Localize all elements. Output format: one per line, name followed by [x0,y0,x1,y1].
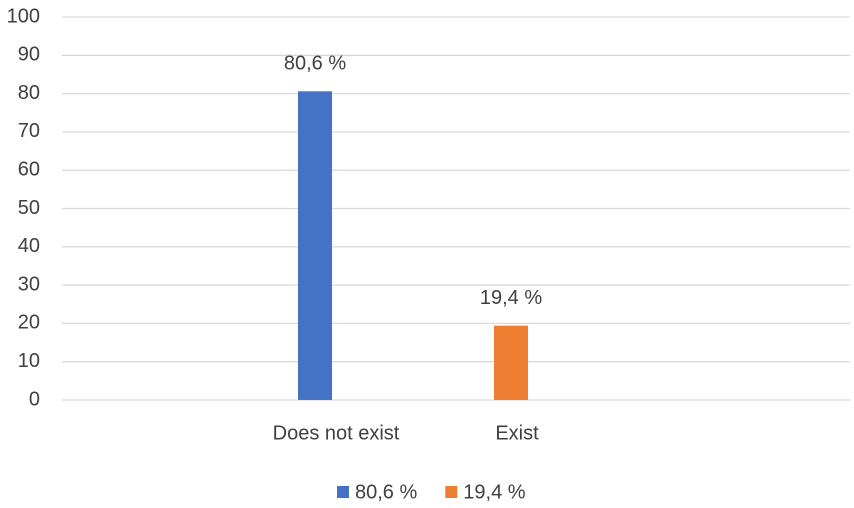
legend-swatch [337,486,349,498]
legend-label: 80,6 % [355,481,417,503]
legend-swatch [445,486,458,498]
y-tick-label: 80 [18,82,40,104]
y-tick-label: 0 [29,388,40,410]
y-tick-label: 70 [18,120,40,142]
y-tick-label: 50 [18,197,40,219]
y-tick-label: 30 [18,273,40,295]
x-tick-label: Exist [495,422,539,444]
x-tick-label: Does not exist [273,422,400,444]
y-tick-label: 60 [18,158,40,180]
y-tick-label: 20 [18,312,40,334]
y-tick-label: 90 [18,44,40,66]
bar [298,91,332,400]
data-label: 80,6 % [284,53,346,75]
y-tick-label: 40 [18,235,40,257]
bar [494,325,528,400]
legend-label: 19,4 % [463,481,525,503]
y-tick-label: 10 [18,350,40,372]
y-tick-label: 100 [7,5,40,27]
data-label: 19,4 % [480,287,542,309]
